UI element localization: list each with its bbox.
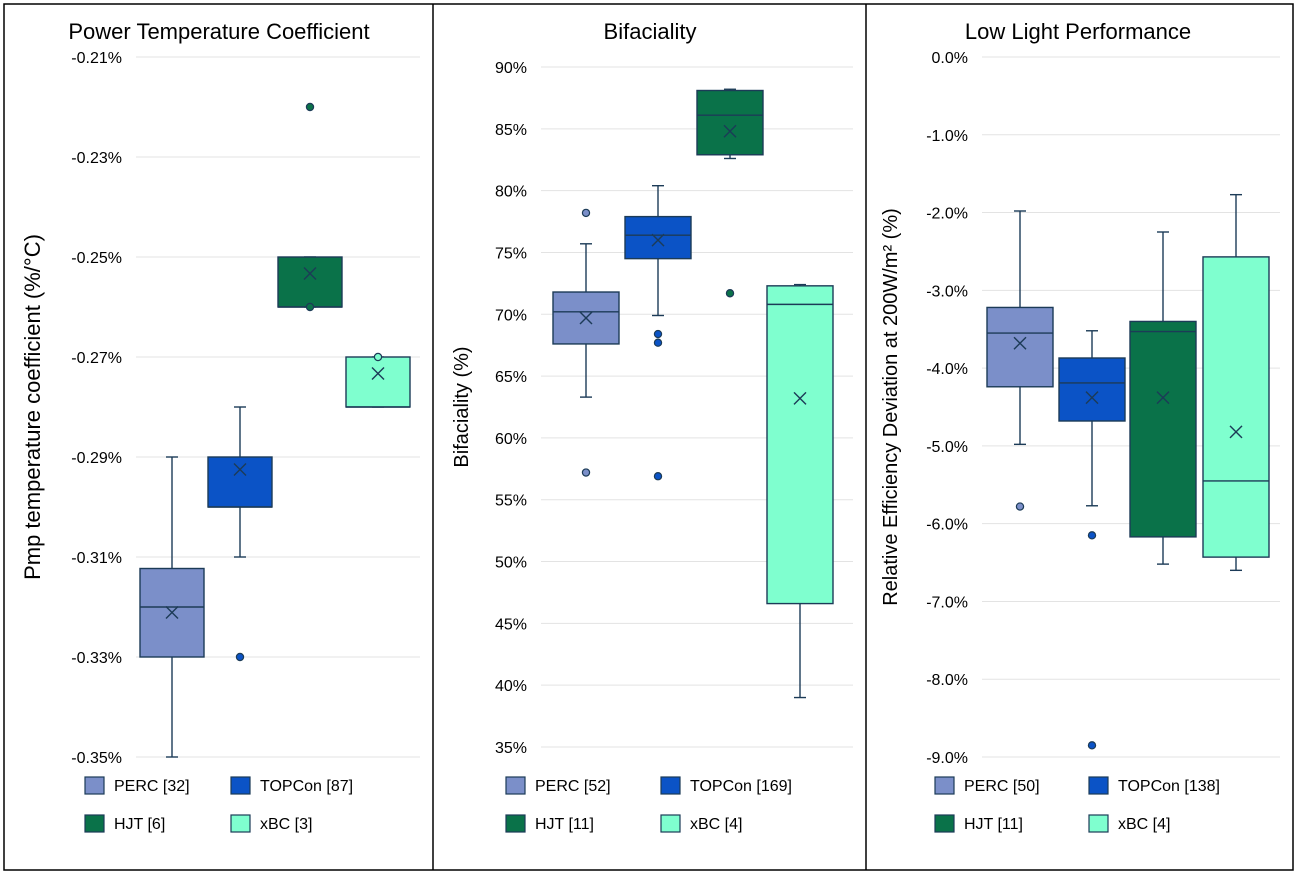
outlier-point [1087, 741, 1097, 750]
outlier-point [653, 472, 663, 481]
legend-label: TOPCon [138] [1118, 778, 1220, 795]
y-tick-label: 45% [495, 616, 527, 633]
outlier-point [1087, 531, 1097, 540]
outlier-point [373, 352, 383, 362]
mean-marker [651, 233, 665, 247]
legend-swatch [1088, 776, 1109, 795]
y-tick-label: -6.0% [926, 517, 968, 534]
legend-swatch [1088, 814, 1109, 833]
y-tick-label: 35% [495, 740, 527, 757]
outlier-point [653, 329, 663, 339]
y-tick-label: 65% [495, 369, 527, 386]
y-tick-label: 60% [495, 431, 527, 448]
legend-label: xBC [4] [1118, 816, 1170, 833]
figure-frame [3, 3, 1294, 871]
outlier-point [653, 338, 663, 347]
outlier-point [305, 102, 315, 112]
y-axis-label: Bifaciality (%) [451, 346, 473, 467]
box-2 [1129, 320, 1197, 538]
y-tick-label: 80% [495, 184, 527, 201]
mean-marker [371, 367, 385, 380]
mean-marker [1156, 391, 1170, 405]
outlier-point [581, 468, 591, 477]
y-tick-label: -4.0% [926, 361, 968, 378]
legend-swatch [505, 814, 526, 833]
legend-swatch [934, 776, 955, 795]
outlier-point [581, 208, 591, 218]
box-0 [986, 306, 1054, 388]
y-axis-label: Relative Efficiency Deviation at 200W/m²… [880, 208, 902, 606]
box-1 [1058, 357, 1126, 422]
y-tick-label: -9.0% [926, 750, 968, 767]
mean-marker [303, 267, 317, 280]
legend-swatch [934, 814, 955, 833]
box-3 [766, 285, 834, 605]
outlier-point [305, 302, 315, 312]
y-tick-label: 55% [495, 493, 527, 510]
box-3 [345, 356, 411, 408]
y-tick-label: -0.35% [71, 750, 122, 767]
legend-swatch [84, 814, 105, 833]
y-tick-label: -0.33% [71, 650, 122, 667]
y-tick-label: 0.0% [932, 50, 968, 67]
y-tick-label: 70% [495, 307, 527, 324]
mean-marker [233, 463, 247, 476]
y-tick-label: 40% [495, 678, 527, 695]
legend-label: xBC [3] [260, 816, 312, 833]
outlier-point [235, 652, 245, 662]
chart-title: Bifaciality [604, 19, 697, 44]
box-2 [696, 89, 764, 156]
y-tick-label: -8.0% [926, 672, 968, 689]
y-tick-label: 85% [495, 122, 527, 139]
y-tick-label: -7.0% [926, 594, 968, 611]
y-tick-label: -0.31% [71, 550, 122, 567]
legend-swatch [230, 776, 251, 795]
y-tick-label: -0.25% [71, 250, 122, 267]
mean-marker [579, 311, 593, 325]
legend-swatch [84, 776, 105, 795]
y-tick-label: -0.27% [71, 350, 122, 367]
chart-title: Power Temperature Coefficient [68, 19, 369, 44]
legend-label: PERC [50] [964, 778, 1040, 795]
mean-marker [165, 606, 179, 619]
y-tick-label: -0.29% [71, 450, 122, 467]
mean-marker [723, 124, 737, 138]
y-tick-label: -0.23% [71, 150, 122, 167]
mean-marker [1229, 425, 1243, 439]
y-tick-label: 75% [495, 245, 527, 262]
legend-label: PERC [52] [535, 778, 611, 795]
mean-marker [1085, 391, 1099, 405]
box-1 [624, 215, 692, 260]
legend-label: PERC [32] [114, 778, 190, 795]
legend-label: HJT [11] [964, 816, 1023, 833]
y-tick-label: -2.0% [926, 206, 968, 223]
chart-title: Low Light Performance [965, 19, 1191, 44]
legend-swatch [660, 814, 681, 833]
legend-swatch [660, 776, 681, 795]
box-2 [277, 256, 343, 308]
outlier-point [1015, 502, 1025, 511]
box-3 [1202, 256, 1270, 558]
y-tick-label: -5.0% [926, 439, 968, 456]
y-axis-label: Pmp temperature coefficient (%/°C) [20, 234, 45, 580]
legend-label: xBC [4] [690, 816, 742, 833]
y-tick-label: -1.0% [926, 128, 968, 145]
y-tick-label: -3.0% [926, 283, 968, 300]
y-tick-label: -0.21% [71, 50, 122, 67]
legend-label: HJT [11] [535, 816, 594, 833]
legend-swatch [505, 776, 526, 795]
box-1 [207, 456, 273, 508]
outlier-point [725, 289, 735, 298]
legend-label: TOPCon [169] [690, 778, 792, 795]
legend-label: TOPCon [87] [260, 778, 353, 795]
y-tick-label: 90% [495, 60, 527, 77]
mean-marker [793, 391, 807, 405]
mean-marker [1013, 336, 1027, 350]
legend-label: HJT [6] [114, 816, 165, 833]
legend-swatch [230, 814, 251, 833]
y-tick-label: 50% [495, 555, 527, 572]
